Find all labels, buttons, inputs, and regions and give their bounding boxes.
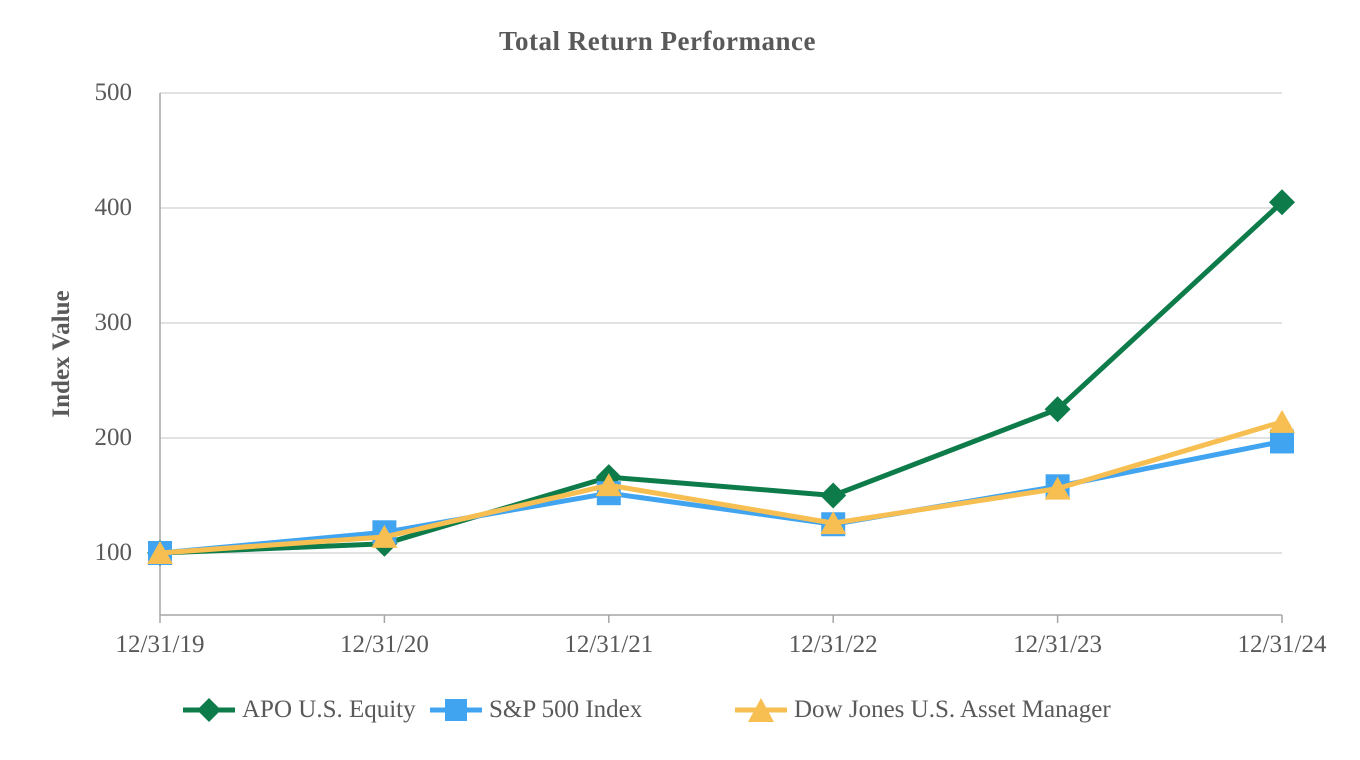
series-line-2 <box>159 419 1283 556</box>
data-point-marker <box>1270 429 1294 454</box>
x-tick-label: 12/31/20 <box>339 631 429 658</box>
data-point-marker <box>595 473 622 497</box>
data-point-marker <box>1044 396 1071 423</box>
x-tick-label: 12/31/23 <box>1013 631 1103 658</box>
data-point-marker <box>820 511 847 535</box>
y-tick-label: 200 <box>94 424 133 451</box>
series-line-0 <box>159 200 1284 556</box>
data-point-marker <box>371 524 398 548</box>
x-tick-label: 12/31/24 <box>1237 631 1327 658</box>
y-tick-label: 500 <box>94 79 133 106</box>
data-point-marker <box>1269 409 1295 433</box>
y-tick-label: 400 <box>94 194 133 221</box>
y-tick-label: 300 <box>94 309 133 336</box>
data-point-marker <box>147 541 173 564</box>
series-line-1 <box>159 438 1283 556</box>
data-point-marker <box>1269 189 1295 216</box>
data-point-marker <box>1044 476 1071 500</box>
chart-title: Total Return Performance <box>499 26 816 56</box>
x-tick-label: 12/31/19 <box>115 631 205 658</box>
data-point-marker <box>820 482 847 509</box>
y-tick-label: 100 <box>94 539 133 566</box>
x-tick-label: 12/31/22 <box>788 631 878 658</box>
x-tick-label: 12/31/21 <box>564 631 654 658</box>
